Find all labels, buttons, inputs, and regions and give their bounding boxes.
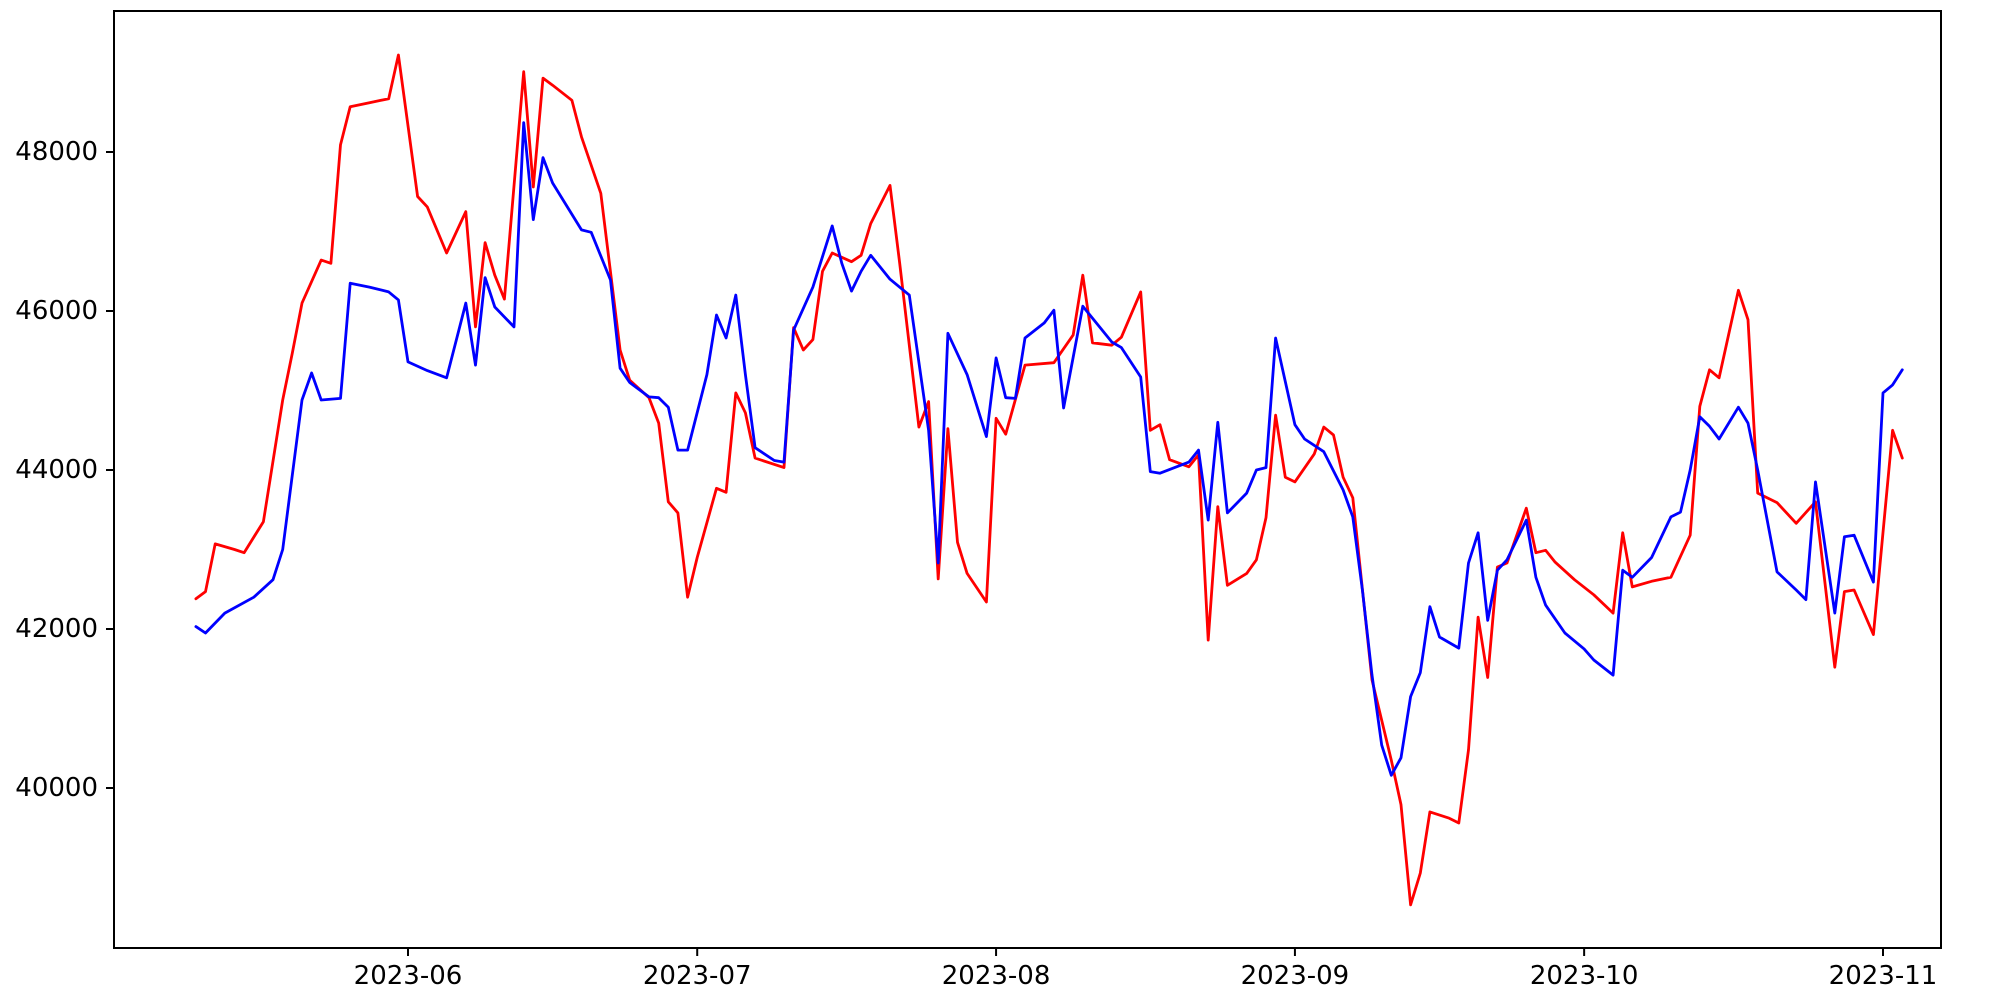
blue-series-line (194, 121, 1904, 777)
axes-spines (113, 10, 1942, 949)
x-tick-label: 2023-07 (643, 961, 752, 991)
x-axis-ticks: 2023-06 2023-07 2023-08 2023-09 2023-10 2023-… (354, 948, 1938, 991)
plot-area (113, 10, 1942, 949)
x-tick-label: 2023-06 (354, 961, 463, 991)
x-tick-label: 2023-11 (1829, 961, 1938, 991)
y-tick-label: 46000 (15, 296, 98, 326)
y-tick-label: 40000 (15, 773, 98, 803)
y-tick-label: 48000 (15, 137, 98, 167)
y-tick-label: 42000 (15, 614, 98, 644)
y-tick-label: 44000 (15, 455, 98, 485)
series-lines (194, 53, 1904, 907)
y-axis-ticks: 40000 42000 44000 46000 48000 (15, 137, 114, 803)
x-tick-label: 2023-08 (942, 961, 1051, 991)
red-series-line (194, 53, 1904, 907)
x-tick-label: 2023-09 (1241, 961, 1350, 991)
x-tick-label: 2023-10 (1530, 961, 1639, 991)
